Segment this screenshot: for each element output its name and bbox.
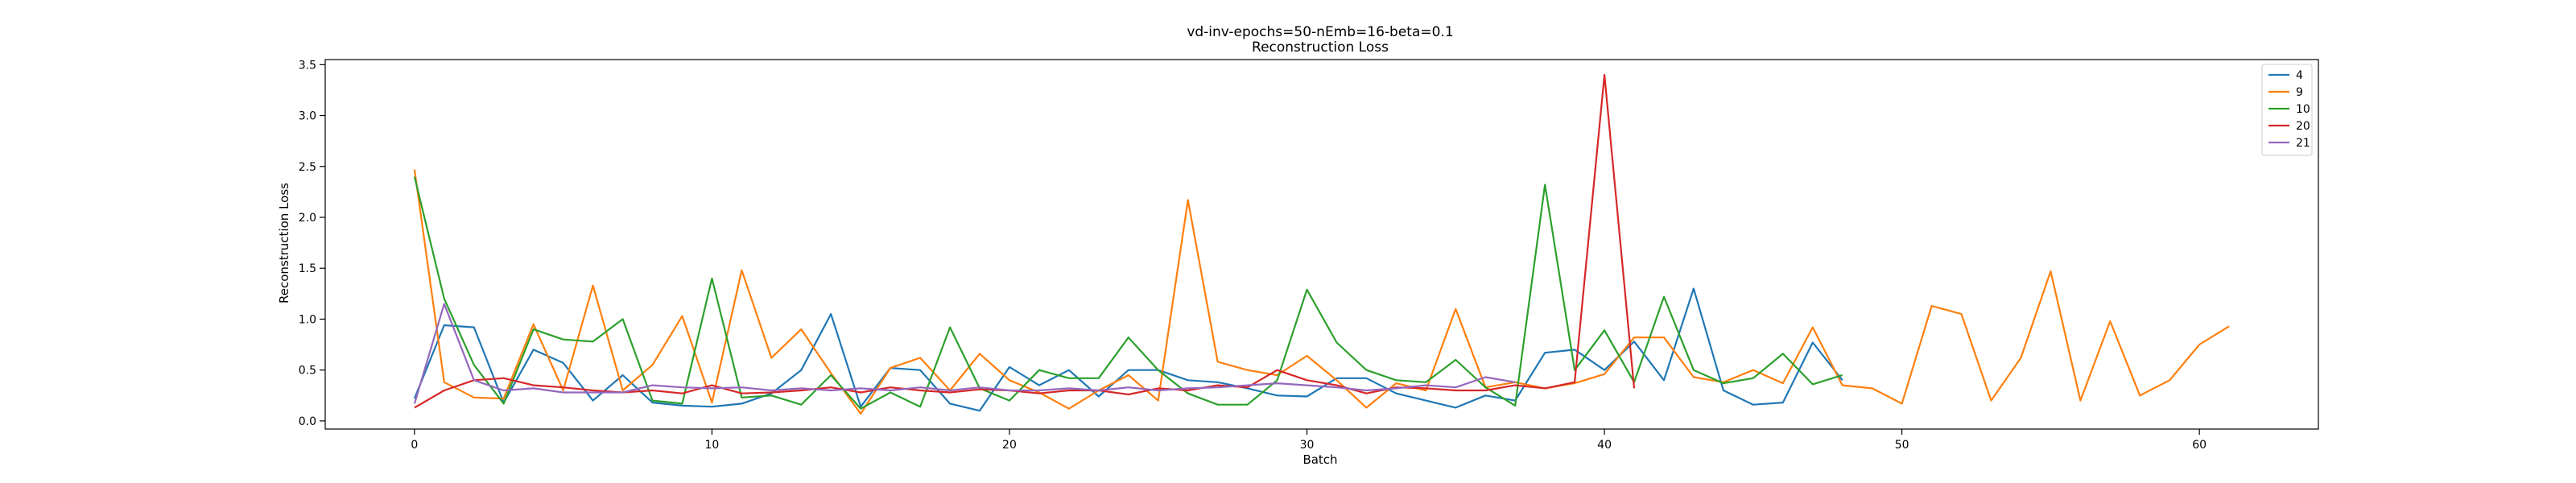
y-tick-label: 2.5 [299,161,316,174]
series-layer [413,73,2230,415]
series-line-21 [413,303,1516,404]
x-tick-label: 60 [2192,439,2207,452]
chart-subtitle: Reconstruction Loss [1252,39,1389,56]
y-axis: 0.0 0.5 1.0 1.5 2.0 2.5 3.0 3.5 [299,59,325,428]
legend-label-21: 21 [2296,137,2310,150]
y-tick-label: 2.0 [299,212,316,225]
series-line-9 [413,169,2230,415]
y-tick-label: 1.0 [299,313,316,326]
legend-label-10: 10 [2296,103,2310,116]
chart-title: vd-inv-epochs=50-nEmb=16-beta=0.1 [1187,24,1453,40]
x-tick-label: 30 [1300,439,1315,452]
y-tick-label: 0.0 [299,415,316,428]
x-axis-label: Batch [1302,452,1337,467]
legend-box [2261,64,2313,156]
y-tick-label: 3.5 [299,59,316,72]
plot-frame [324,59,2319,430]
plot-area [324,59,2319,430]
y-axis-label: Reconstruction Loss [277,183,291,303]
x-tick-label: 0 [411,439,418,452]
y-tick-label: 1.5 [299,262,316,275]
legend-label-9: 9 [2296,86,2303,99]
y-tick-label: 3.0 [299,110,316,123]
x-tick-label: 20 [1002,439,1017,452]
y-tick-label: 0.5 [299,365,316,378]
x-tick-label: 50 [1895,439,1909,452]
legend-label-4: 4 [2296,69,2303,82]
x-axis: 0 10 20 30 40 50 60 [411,429,2207,452]
x-tick-label: 40 [1597,439,1612,452]
series-line-10 [413,176,1843,410]
x-tick-label: 10 [705,439,720,452]
legend-label-20: 20 [2296,120,2310,133]
series-line-20 [414,73,1636,409]
legend: 4 9 10 20 21 [2261,64,2313,156]
series-line-4 [413,287,1843,412]
